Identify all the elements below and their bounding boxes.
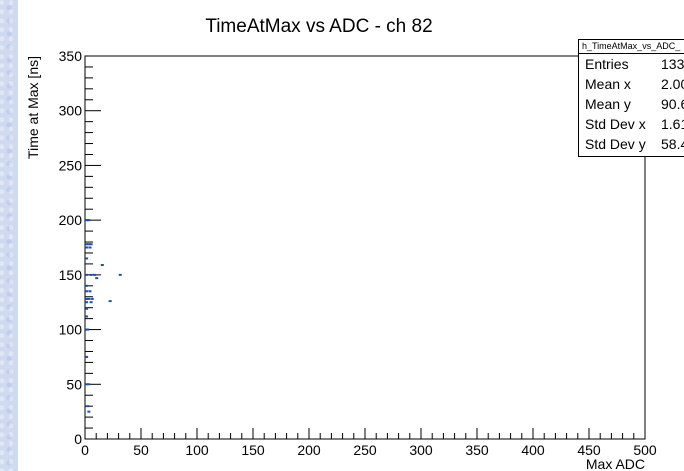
stats-row-mean-x: Mean x 2.00: [579, 74, 684, 94]
chart-title: TimeAtMax vs ADC - ch 82: [205, 16, 432, 37]
stats-value: 1.61: [661, 116, 684, 132]
data-point: [90, 297, 94, 300]
x-tick-label: 350: [465, 442, 489, 458]
data-point: [85, 257, 89, 260]
y-tick-label: 100: [59, 322, 83, 338]
data-point: [89, 301, 93, 304]
y-tick-label: 250: [59, 157, 83, 173]
data-point: [87, 219, 91, 222]
stats-box-title: h_TimeAtMax_vs_ADC_: [579, 40, 684, 54]
stats-value: 90.6: [661, 96, 684, 112]
data-point: [85, 307, 89, 310]
y-tick-label: 200: [59, 212, 83, 228]
x-tick-label: 150: [241, 442, 265, 458]
data-point: [100, 264, 104, 267]
data-point: [89, 243, 93, 246]
x-tick-label: 250: [353, 442, 377, 458]
data-point: [87, 297, 91, 300]
axes: 0 50 100 150 200 250 300 350 400 450 500 0 50 100 150 2…: [59, 48, 657, 458]
data-point: [85, 383, 89, 386]
data-point: [85, 246, 89, 249]
data-point: [85, 315, 89, 318]
data-point: [118, 273, 122, 276]
data-point: [108, 300, 112, 303]
data-point: [88, 290, 92, 293]
stats-label: Entries: [585, 56, 629, 72]
data-point: [88, 246, 92, 249]
x-tick-label: 0: [81, 442, 89, 458]
y-axis-title: Time at Max [ns]: [25, 56, 41, 159]
data-point: [85, 297, 89, 300]
stats-label: Std Dev y: [585, 136, 646, 152]
stats-label: Mean y: [585, 96, 631, 112]
stats-label: Mean x: [585, 76, 631, 92]
stats-row-mean-y: Mean y 90.6: [579, 94, 684, 114]
data-point: [86, 328, 90, 331]
x-tick-label: 500: [633, 442, 657, 458]
x-tick-label: 300: [409, 442, 433, 458]
stats-value: 2.00: [661, 76, 684, 92]
data-point: [85, 290, 89, 293]
stats-box: h_TimeAtMax_vs_ADC_ Entries 133 Mean x 2…: [578, 39, 684, 157]
data-point: [92, 273, 96, 276]
y-tick-label: 350: [59, 48, 83, 64]
data-point: [85, 273, 89, 276]
y-tick-label: 0: [74, 431, 82, 447]
stats-row-std-dev-y: Std Dev y 58.4: [579, 134, 684, 154]
stats-value: 58.4: [661, 136, 684, 152]
data-point: [87, 410, 91, 413]
x-tick-label: 200: [297, 442, 321, 458]
stats-row-std-dev-x: Std Dev x 1.61: [579, 114, 684, 134]
x-tick-label: 50: [133, 442, 149, 458]
stats-row-entries: Entries 133: [579, 54, 684, 74]
data-point: [85, 284, 89, 287]
plot-frame: [84, 55, 646, 440]
plot-canvas: TimeAtMax vs ADC - ch 82 0 50 100 150 200 250…: [18, 0, 684, 471]
x-tick-label: 450: [577, 442, 601, 458]
y-tick-label: 150: [59, 267, 83, 283]
stats-label: Std Dev x: [585, 116, 646, 132]
x-axis-title: Max ADC: [586, 456, 645, 471]
data-point: [85, 301, 89, 304]
y-tick-label: 50: [66, 376, 82, 392]
data-point: [85, 355, 89, 358]
x-tick-label: 400: [521, 442, 545, 458]
data-point: [95, 277, 99, 280]
data-points: [85, 219, 122, 413]
data-point: [86, 405, 90, 408]
data-point: [89, 273, 93, 276]
x-tick-label: 100: [185, 442, 209, 458]
stats-value: 133: [661, 56, 684, 72]
data-point: [85, 243, 89, 246]
scatter-plot: TimeAtMax vs ADC - ch 82 0 50 100 150 200 250…: [25, 16, 657, 471]
data-point: [87, 383, 91, 386]
data-point: [87, 243, 91, 246]
y-tick-label: 300: [59, 103, 83, 119]
